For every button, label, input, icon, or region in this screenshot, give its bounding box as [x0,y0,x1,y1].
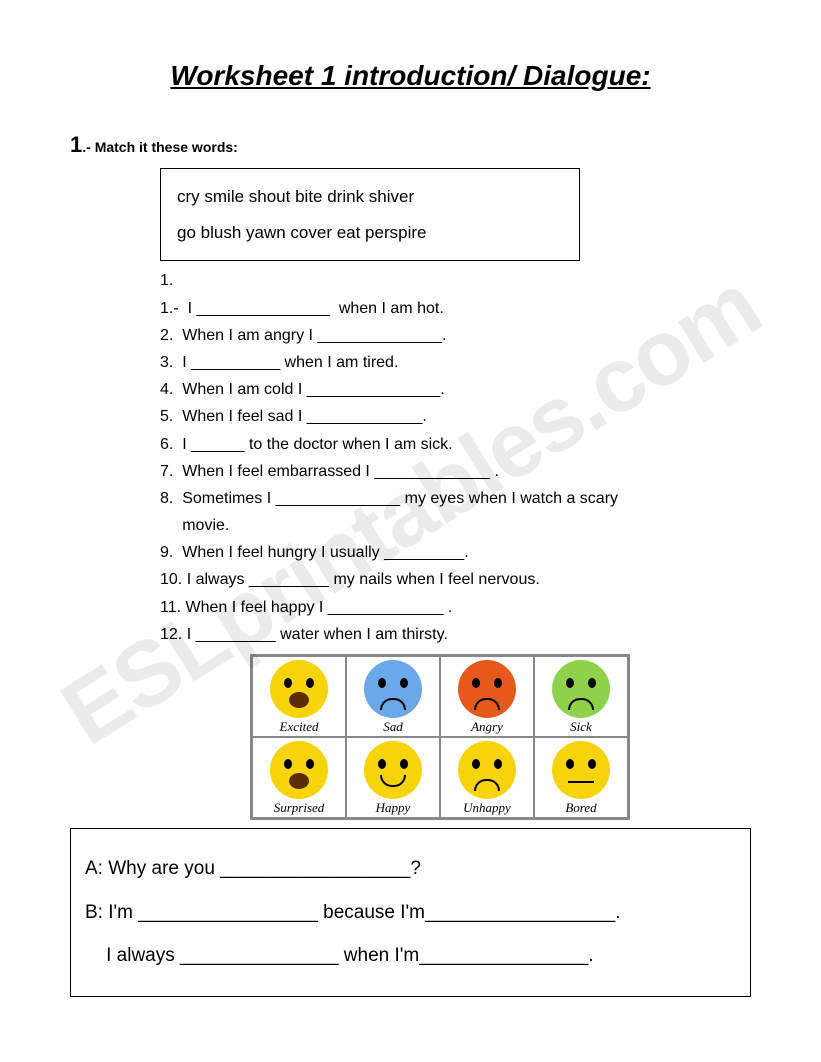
question-line: 1.- I _______________ when I am hot. [160,295,751,322]
question-line: movie. [160,512,751,539]
question-list: 1. 1.- I _______________ when I am hot. … [160,267,751,648]
face-icon [364,660,422,718]
word-row-2: go blush yawn cover eat perspire [177,215,563,251]
question-line: 1. [160,267,751,294]
emoji-label: Sick [570,719,592,735]
emoji-label: Angry [471,719,503,735]
emoji-label: Sad [383,719,403,735]
question-line: 8. Sometimes I ______________ my eyes wh… [160,485,751,512]
face-icon [270,660,328,718]
face-icon [364,741,422,799]
emoji-cell: Surprised [252,737,346,818]
emoji-cell: Unhappy [440,737,534,818]
section-label-text: .- Match it these words: [82,139,238,155]
face-icon [552,741,610,799]
question-line: 3. I __________ when I am tired. [160,349,751,376]
emoji-cell: Sad [346,656,440,737]
emoji-cell: Excited [252,656,346,737]
word-bank-box: cry smile shout bite drink shiver go blu… [160,168,580,261]
emoji-label: Surprised [274,800,325,816]
dialogue-line-a: A: Why are you __________________? [85,847,736,891]
section-number: 1 [70,132,82,157]
page-title: Worksheet 1 introduction/ Dialogue: [70,60,751,92]
emoji-label: Excited [280,719,319,735]
question-line: 10. I always _________ my nails when I f… [160,566,751,593]
face-icon [458,660,516,718]
question-line: 4. When I am cold I _______________. [160,376,751,403]
dialogue-line-b1: B: I'm _________________ because I'm____… [85,891,736,935]
face-icon [270,741,328,799]
question-line: 5. When I feel sad I _____________. [160,403,751,430]
question-line: 9. When I feel hungry I usually ________… [160,539,751,566]
face-icon [552,660,610,718]
question-line: 11. When I feel happy I _____________ . [160,594,751,621]
section-1-header: 1.- Match it these words: [70,132,751,158]
question-line: 7. When I feel embarrassed I ___________… [160,458,751,485]
face-icon [458,741,516,799]
emoji-grid: Excited Sad Angry Sick Surprised Happy Unhappy… [250,654,630,820]
dialogue-box: A: Why are you __________________? B: I'… [70,828,751,997]
word-row-1: cry smile shout bite drink shiver [177,179,563,215]
emoji-cell: Angry [440,656,534,737]
question-line: 2. When I am angry I ______________. [160,322,751,349]
emoji-cell: Sick [534,656,628,737]
emoji-cell: Bored [534,737,628,818]
question-line: 6. I ______ to the doctor when I am sick… [160,431,751,458]
dialogue-line-b2: I always _______________ when I'm_______… [85,934,736,978]
emoji-cell: Happy [346,737,440,818]
emoji-label: Happy [376,800,411,816]
emoji-label: Unhappy [463,800,511,816]
question-line: 12. I _________ water when I am thirsty. [160,621,751,648]
emoji-label: Bored [565,800,596,816]
